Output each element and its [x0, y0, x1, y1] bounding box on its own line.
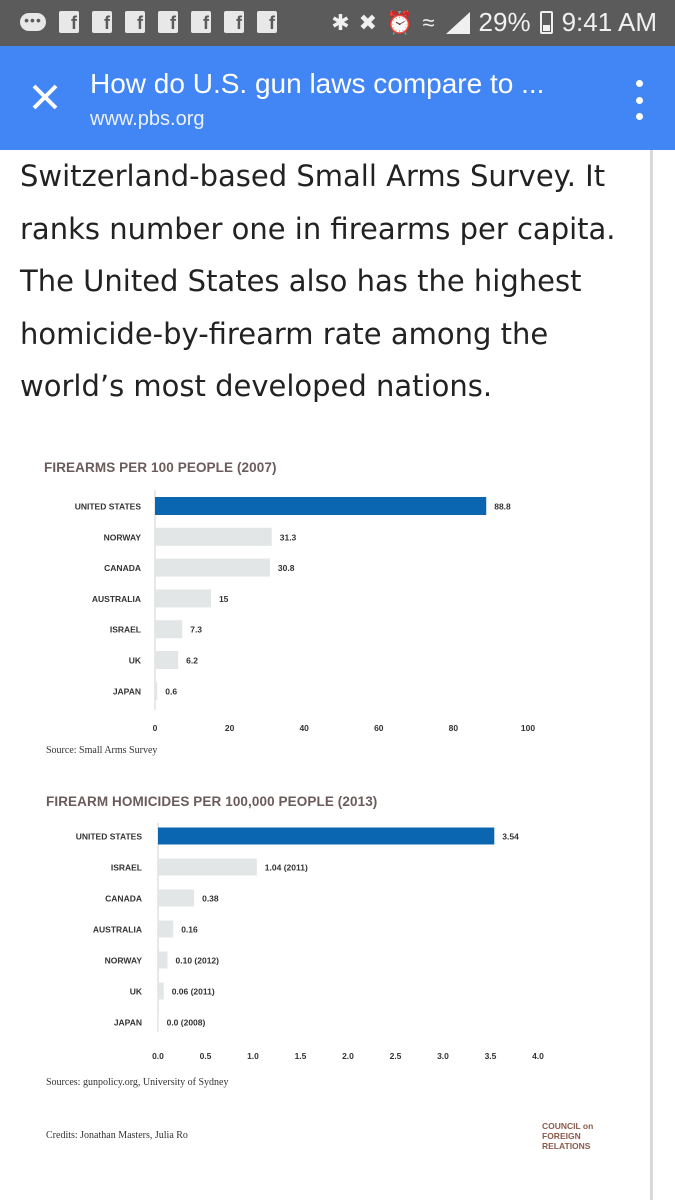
chart-category-label: AUSTRALIA — [92, 594, 141, 604]
chart-category-label: JAPAN — [114, 1018, 142, 1028]
chart-bar — [158, 920, 174, 938]
facebook-icon: f — [257, 11, 277, 33]
chart-category-label: UNITED STATES — [75, 502, 142, 512]
chart-category-label: ISRAEL — [111, 863, 142, 873]
chart-tick-label: 60 — [374, 723, 384, 733]
chart-category-label: UNITED STATES — [76, 832, 143, 842]
chart-value-label: 30.8 — [278, 563, 295, 573]
chart1-firearms-per-100: UNITED STATES 88.8 NORWAY 31.3 CANADA 30.8 AUS… — [75, 490, 535, 733]
article-body: Switzerland-based Small Arms Survey. It … — [20, 150, 640, 413]
close-icon[interactable] — [22, 74, 68, 120]
article-line: homicide-by-firearm rate among the — [20, 316, 549, 351]
chart-tick-label: 3.5 — [485, 1051, 497, 1061]
overflow-menu-icon[interactable] — [633, 80, 645, 120]
chart-tick-label: 1.0 — [247, 1051, 259, 1061]
chart-category-label: UK — [130, 987, 143, 997]
chart-tick-label: 3.0 — [437, 1051, 449, 1061]
chart-bar — [158, 951, 168, 969]
cfr-logo-line: RELATIONS — [542, 1141, 591, 1151]
credits: Credits: Jonathan Masters, Julia Ro — [46, 1130, 188, 1141]
chart-value-label: 7.3 — [190, 625, 202, 635]
chart-bar — [155, 589, 211, 608]
chart-value-label: 1.04 (2011) — [265, 863, 308, 873]
status-bar: ••• f f f f f f f ✱ ✖ ⏰ ≈ 29% 9:41 AM — [0, 0, 675, 46]
chart-value-label: 3.54 — [502, 832, 519, 842]
bluetooth-icon: ✱ — [331, 9, 350, 35]
page-url: www.pbs.org — [90, 108, 205, 130]
system-icons: ✱ ✖ ⏰ ≈ 29% 9:41 AM — [331, 7, 657, 38]
chart-tick-label: 0 — [153, 723, 158, 733]
facebook-icon: f — [125, 11, 145, 33]
facebook-icon: f — [92, 11, 112, 33]
article-line: world’s most developed nations. — [20, 369, 493, 403]
chart-tick-label: 100 — [521, 723, 535, 733]
chart-category-label: CANADA — [105, 894, 142, 904]
chart-category-label: ISRAEL — [110, 625, 141, 635]
cfr-logo-line: COUNCIL on — [542, 1121, 594, 1131]
chart-value-label: 0.10 (2012) — [176, 956, 220, 966]
facebook-icon: f — [224, 11, 244, 33]
chart-bar — [155, 558, 270, 577]
chart-bar — [158, 1013, 159, 1031]
signal-icon — [445, 11, 470, 34]
page-title: How do U.S. gun laws compare to ... — [90, 68, 545, 99]
notification-icons: ••• f f f f f f f — [20, 11, 277, 33]
chart-bar — [155, 681, 158, 700]
cfr-logo-line: FOREIGN — [542, 1131, 581, 1141]
facebook-icon: f — [158, 11, 178, 33]
chart-bar — [155, 527, 272, 546]
battery-percent: 29% — [478, 7, 531, 37]
chart-value-label: 0.0 (2008) — [167, 1018, 206, 1028]
custom-tab-toolbar: How do U.S. gun laws compare to ... www.… — [0, 46, 675, 150]
chart2-source: Sources: gunpolicy.org, University of Sy… — [46, 1077, 229, 1088]
scrollbar[interactable] — [650, 150, 653, 1200]
article-line: Switzerland-based Small Arms Survey. It — [20, 159, 606, 193]
chart-tick-label: 0.0 — [152, 1051, 164, 1061]
chart-tick-label: 20 — [225, 723, 235, 733]
mute-icon: ✖ — [358, 9, 378, 35]
facebook-icon: f — [59, 11, 79, 33]
chart-category-label: AUSTRALIA — [93, 925, 142, 935]
chart1-source: Source: Small Arms Survey — [46, 745, 158, 756]
facebook-icon: f — [191, 11, 211, 33]
chart-tick-label: 80 — [449, 723, 459, 733]
chart-value-label: 0.16 — [181, 925, 198, 935]
chart-value-label: 15 — [219, 594, 229, 604]
clock: 9:41 AM — [561, 7, 657, 37]
chart-category-label: JAPAN — [113, 686, 141, 696]
wifi-icon: ≈ — [422, 9, 435, 35]
chart-bar — [155, 651, 179, 669]
chart1-title: FIREARMS PER 100 PEOPLE (2007) — [44, 460, 277, 475]
chart-value-label: 0.06 (2011) — [172, 987, 215, 997]
article-line: The United States also has the highest — [20, 264, 582, 298]
chart-category-label: NORWAY — [105, 956, 143, 966]
chart-bar — [155, 497, 487, 515]
chart-category-label: UK — [129, 656, 142, 666]
chart-bar — [158, 889, 195, 907]
chart-bar — [158, 982, 164, 1000]
chart-bar — [158, 827, 495, 845]
chart-category-label: NORWAY — [104, 532, 142, 542]
chart-value-label: 6.2 — [186, 656, 198, 666]
alarm-icon: ⏰ — [386, 9, 414, 35]
chart-tick-label: 2.0 — [342, 1051, 354, 1061]
chart-category-label: CANADA — [104, 563, 141, 573]
chart-value-label: 88.8 — [494, 502, 511, 512]
battery-icon — [539, 11, 553, 34]
chart2-homicides-per-100000: UNITED STATES 3.54 ISRAEL 1.04 (2011) CANADA… — [76, 823, 544, 1061]
cfr-logo: COUNCIL on FOREIGN RELATIONS — [542, 1121, 593, 1151]
chart-tick-label: 40 — [299, 723, 309, 733]
chart-tick-label: 1.5 — [295, 1051, 307, 1061]
chart-bar — [155, 620, 183, 639]
chart-value-label: 31.3 — [280, 532, 297, 542]
chart-tick-label: 0.5 — [200, 1051, 212, 1061]
article-line: ranks number one in firearms per capita. — [20, 211, 616, 246]
chart-bar — [158, 858, 257, 876]
chart-value-label: 0.38 — [202, 894, 219, 904]
messages-icon: ••• — [20, 13, 46, 31]
chart-tick-label: 4.0 — [532, 1051, 544, 1061]
chart-value-label: 0.6 — [165, 686, 177, 696]
chart2-title: FIREARM HOMICIDES PER 100,000 PEOPLE (20… — [46, 794, 378, 809]
chart-tick-label: 2.5 — [390, 1051, 402, 1061]
